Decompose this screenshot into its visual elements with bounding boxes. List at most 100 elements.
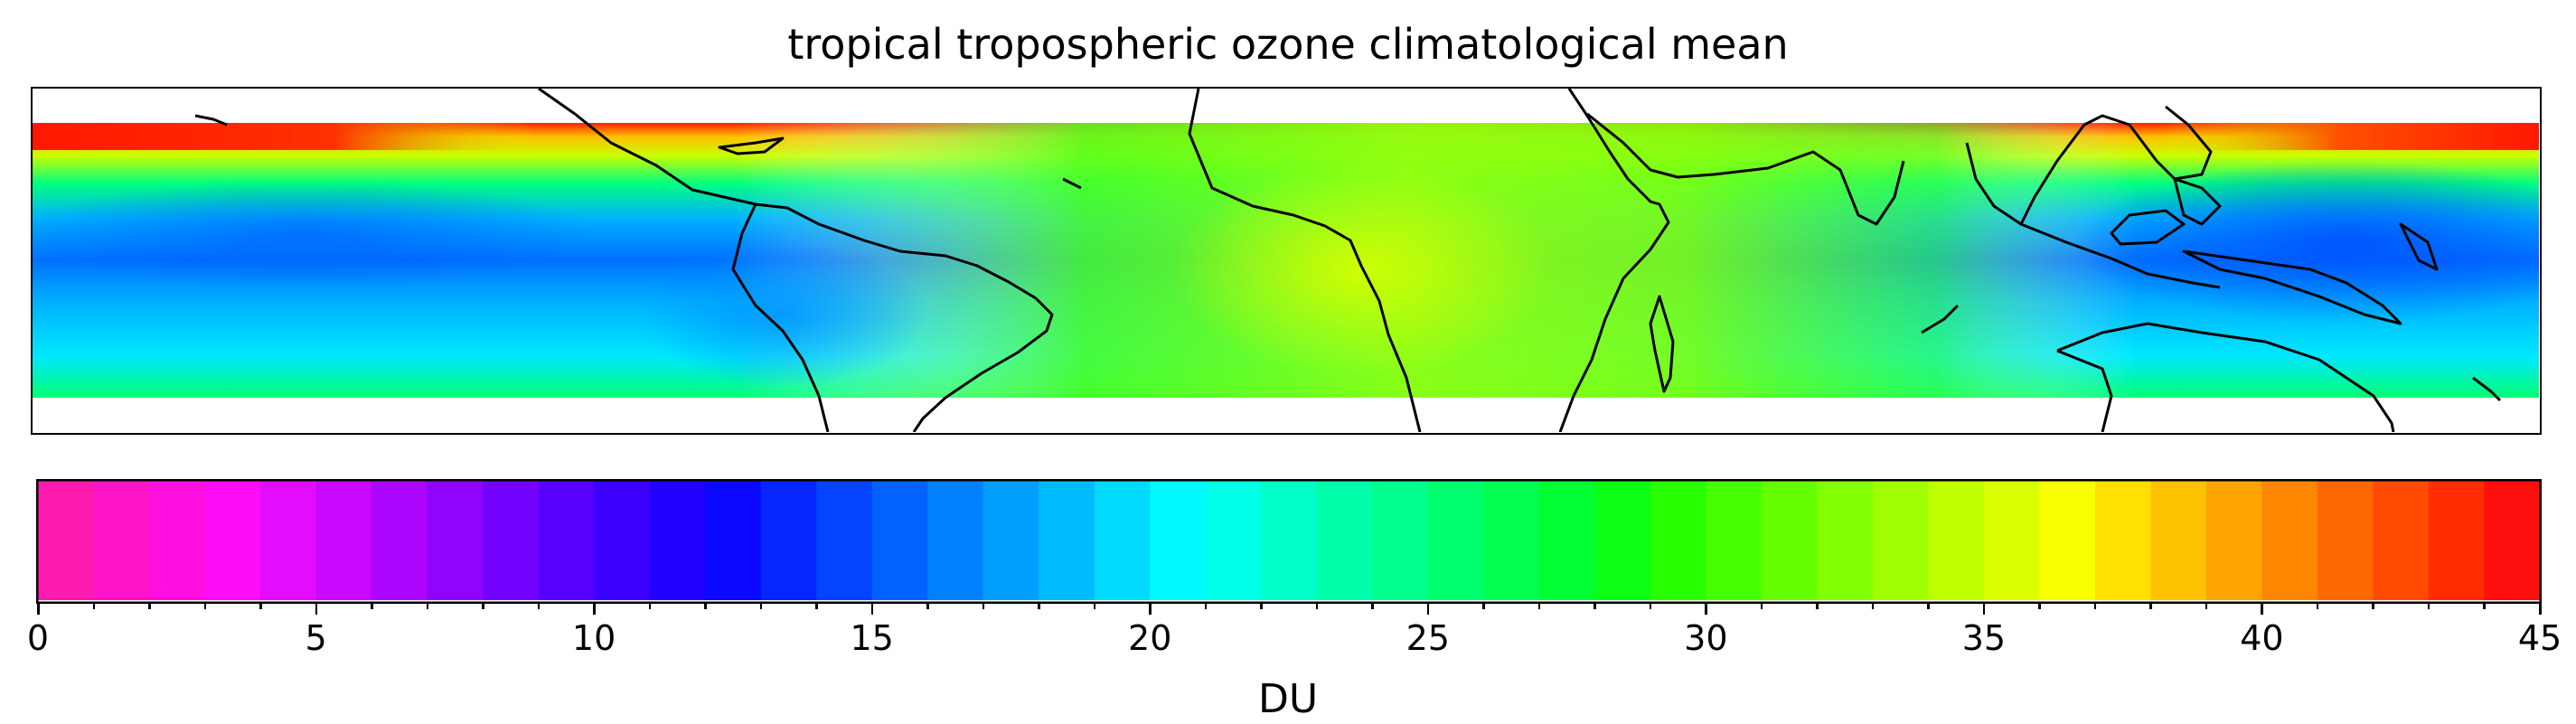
colorbar-tick-label: 20 [1128, 618, 1172, 658]
colorbar-minor-tick [1482, 602, 1485, 609]
colorbar-major-tick [315, 602, 318, 615]
colorbar-segment [1706, 481, 1763, 600]
colorbar-minor-tick [1537, 602, 1541, 609]
colorbar-segment [871, 481, 928, 600]
colorbar-minor-tick [92, 602, 95, 609]
colorbar-major-tick [2261, 602, 2263, 615]
colorbar-minor-tick [1260, 602, 1263, 609]
colorbar-segment [1039, 481, 1095, 600]
colorbar-minor-tick [982, 602, 985, 609]
colorbar-segment [1150, 481, 1207, 600]
colorbar-major-tick [37, 602, 40, 615]
colorbar-segment [2428, 481, 2486, 600]
colorbar-segment [371, 481, 428, 600]
colorbar-minor-tick [1093, 602, 1096, 609]
colorbar-segment [2150, 481, 2207, 600]
colorbar-major-tick [2539, 602, 2542, 615]
colorbar-minor-tick [1594, 602, 1596, 609]
colorbar-segment [260, 481, 317, 600]
colorbar-segment [1650, 481, 1706, 600]
colorbar-segment [1205, 481, 1262, 600]
colorbar-minor-tick [259, 602, 262, 609]
colorbar-minor-tick [2372, 602, 2374, 609]
colorbar-segment [2205, 481, 2263, 600]
colorbar-segment [1427, 481, 1484, 600]
colorbar [36, 479, 2542, 604]
colorbar-major-tick [1982, 602, 1986, 615]
colorbar-minor-tick [1038, 602, 1040, 609]
colorbar-minor-tick [1760, 602, 1763, 609]
coastlines [194, 89, 2502, 432]
colorbar-segment [315, 481, 372, 600]
colorbar-minor-tick [203, 602, 207, 609]
colorbar-segment [2317, 481, 2374, 600]
colorbar-minor-tick [2093, 602, 2097, 609]
colorbar-minor-tick [371, 602, 373, 609]
colorbar-tick-label: 45 [2517, 618, 2562, 658]
colorbar-minor-tick [2038, 602, 2041, 609]
colorbar-segment [2039, 481, 2096, 600]
colorbar-minor-tick [2483, 602, 2486, 609]
colorbar-segment [1594, 481, 1651, 600]
colorbar-segment [705, 481, 762, 600]
colorbar-segment [1483, 481, 1540, 600]
colorbar-segment [1316, 481, 1373, 600]
colorbar-segment [93, 481, 150, 600]
colorbar-tick-label: 25 [1406, 618, 1450, 658]
map-title: tropical tropospheric ozone climatologic… [787, 20, 1789, 69]
ozone-map [31, 87, 2542, 435]
colorbar-segment [1872, 481, 1929, 600]
colorbar-segment [427, 481, 484, 600]
colorbar-major-tick [1705, 602, 1707, 615]
colorbar-segment [982, 481, 1039, 600]
colorbar-frame [36, 479, 2542, 604]
colorbar-minor-tick [1204, 602, 1208, 609]
colorbar-segment [2094, 481, 2152, 600]
ozone-map-canvas [33, 89, 2539, 432]
colorbar-minor-tick [2149, 602, 2152, 609]
colorbar-minor-tick [148, 602, 151, 609]
colorbar-major-tick [870, 602, 874, 615]
colorbar-segment [204, 481, 261, 600]
colorbar-segment [594, 481, 651, 600]
colorbar-minor-tick [1315, 602, 1319, 609]
colorbar-tick-label: 15 [850, 618, 894, 658]
colorbar-segment [149, 481, 206, 600]
colorbar-minor-tick [1871, 602, 1875, 609]
ozone-field [33, 123, 2539, 398]
colorbar-minor-tick [2316, 602, 2319, 609]
colorbar-minor-tick [815, 602, 818, 609]
colorbar-segment [1538, 481, 1595, 600]
colorbar-segment [2261, 481, 2318, 600]
colorbar-minor-tick [426, 602, 429, 609]
colorbar-tick-label: 30 [1684, 618, 1728, 658]
colorbar-minor-tick [2205, 602, 2208, 609]
colorbar-minor-tick [1816, 602, 1819, 609]
colorbar-minor-tick [926, 602, 929, 609]
colorbar-minor-tick [704, 602, 707, 609]
colorbar-segment [1761, 481, 1818, 600]
colorbar-label: DU [1257, 676, 1319, 722]
colorbar-segment [1261, 481, 1318, 600]
colorbar-minor-tick [482, 602, 484, 609]
colorbar-segment [38, 481, 95, 600]
colorbar-tick-label: 40 [2240, 618, 2284, 658]
colorbar-tick-label: 35 [1961, 618, 2007, 658]
colorbar-minor-tick [1927, 602, 1930, 609]
colorbar-segment [1983, 481, 2040, 600]
colorbar-svg [36, 479, 2542, 604]
colorbar-segment [1372, 481, 1429, 600]
colorbar-minor-tick [537, 602, 541, 609]
colorbar-segment [927, 481, 984, 600]
colorbar-major-tick [1149, 602, 1152, 615]
colorbar-minor-tick [1649, 602, 1652, 609]
colorbar-tick-label: 10 [571, 618, 616, 658]
colorbar-segment [649, 481, 706, 600]
colorbar-minor-tick [2427, 602, 2430, 609]
colorbar-minor-tick [1371, 602, 1374, 609]
colorbar-major-tick [1426, 602, 1430, 615]
colorbar-segment [2373, 481, 2430, 600]
colorbar-tick-label: 5 [305, 618, 327, 658]
colorbar-segment [2484, 481, 2541, 600]
colorbar-segment [816, 481, 873, 600]
